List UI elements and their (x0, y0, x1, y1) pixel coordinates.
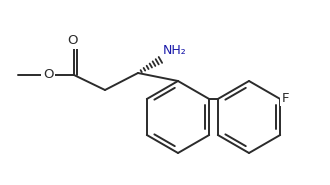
Text: O: O (68, 34, 78, 47)
Text: O: O (43, 68, 53, 82)
Text: F: F (282, 92, 290, 105)
Text: NH₂: NH₂ (163, 44, 187, 57)
